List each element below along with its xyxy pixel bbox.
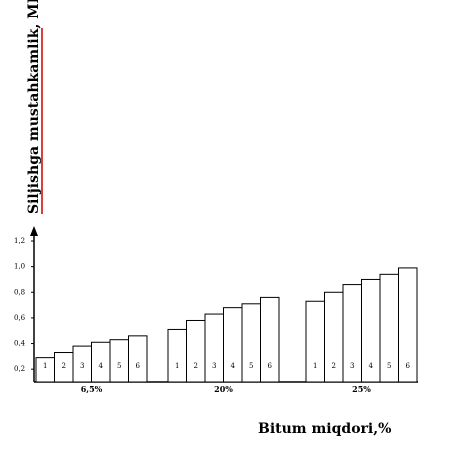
y-axis-arrow [30, 226, 38, 236]
bar-label: 1 [43, 362, 47, 370]
bar-label: 3 [80, 362, 84, 370]
bar-label: 4 [99, 362, 104, 370]
y-tick-label: 0,2 [14, 365, 25, 373]
bar-label: 5 [117, 362, 121, 370]
bar-label: 1 [313, 362, 317, 370]
bar-label: 6 [268, 362, 273, 370]
bar-label: 4 [231, 362, 236, 370]
bar-label: 1 [175, 362, 179, 370]
group-labels: 6,5% 20% 25% [81, 384, 372, 394]
bar-label: 6 [136, 362, 141, 370]
y-axis-label: Siljishga mustahkamlik, MPa [26, 0, 42, 214]
bar-label: 3 [212, 362, 216, 370]
bar-label: 5 [387, 362, 391, 370]
bar [204, 313, 224, 383]
y-tick-label: 0,6 [14, 314, 26, 322]
y-tick-label: 1,0 [14, 263, 25, 271]
bar-label: 2 [332, 362, 336, 370]
bar-label: 3 [350, 362, 354, 370]
bar-label: 2 [194, 362, 198, 370]
bar-label: 2 [62, 362, 66, 370]
bar [167, 328, 187, 383]
bar [241, 303, 261, 383]
bar [109, 339, 129, 383]
bars: 1 2 3 4 5 6 1 2 3 4 5 6 1 2 3 4 5 6 [35, 267, 418, 383]
bar [398, 267, 418, 383]
bar-label: 6 [406, 362, 411, 370]
bar [128, 335, 148, 383]
y-tick-label: 0,8 [14, 288, 25, 296]
group-label: 6,5% [81, 384, 103, 394]
bar-label: 5 [249, 362, 253, 370]
group-label: 20% [214, 384, 233, 394]
x-axis-label: Bitum miqdori,% [258, 421, 391, 437]
bar-label: 4 [369, 362, 374, 370]
bar [260, 296, 280, 383]
bar [186, 319, 206, 383]
y-tick-label: 1,2 [14, 237, 25, 245]
y-ticks: 0,2 0,4 0,6 0,8 1,0 1,2 [14, 237, 34, 373]
bar [223, 307, 243, 383]
y-tick-label: 0,4 [14, 340, 26, 348]
group-label: 25% [352, 384, 371, 394]
